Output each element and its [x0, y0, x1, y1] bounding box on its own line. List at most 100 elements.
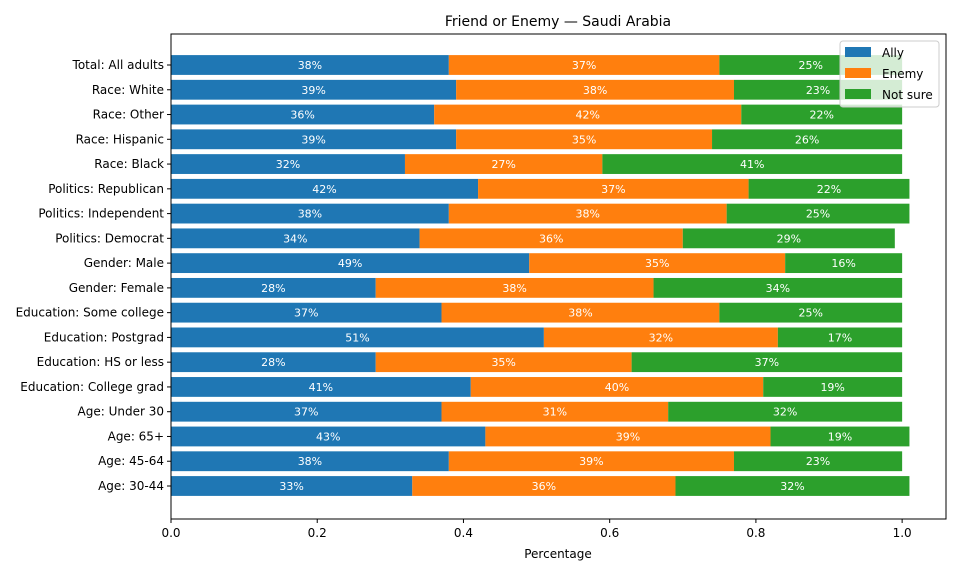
data-label: 34%	[766, 282, 790, 295]
data-label: 37%	[294, 307, 318, 320]
bar-enemy	[485, 426, 771, 447]
data-label: 34%	[283, 232, 307, 245]
legend-swatch	[845, 89, 871, 99]
chart-title: Friend or Enemy — Saudi Arabia	[445, 14, 671, 30]
bar-ally	[171, 426, 486, 447]
data-label: 37%	[755, 356, 779, 369]
data-label: 41%	[309, 381, 333, 394]
bar-not-sure	[733, 451, 903, 472]
data-label: 39%	[616, 430, 640, 443]
data-label: 32%	[773, 406, 797, 419]
bar-not-sure	[668, 401, 903, 422]
bar-enemy	[434, 104, 742, 125]
bar-enemy	[412, 476, 676, 496]
data-label: 36%	[290, 109, 314, 122]
bar-enemy	[404, 154, 603, 174]
bar-enemy	[448, 55, 720, 75]
x-tick-label: 0.2	[308, 526, 327, 540]
data-label: 35%	[572, 133, 596, 146]
legend-label: Ally	[882, 46, 904, 60]
y-tick-label: Politics: Republican	[48, 182, 164, 196]
data-label: 36%	[539, 232, 563, 245]
y-tick-label: Age: 45-64	[98, 454, 164, 468]
bar-ally	[171, 327, 544, 348]
bar-not-sure	[675, 476, 910, 496]
bar-enemy	[419, 228, 683, 249]
bar-not-sure	[726, 203, 910, 224]
bar-not-sure	[763, 377, 903, 397]
y-tick-label: Politics: Independent	[38, 207, 164, 221]
y-tick-label: Gender: Male	[84, 256, 164, 270]
legend-label: Not sure	[882, 88, 933, 102]
y-tick-label: Total: All adults	[72, 58, 164, 72]
bar-not-sure	[682, 228, 895, 249]
y-tick-label: Gender: Female	[69, 281, 164, 295]
x-axis-label: Percentage	[524, 547, 592, 561]
data-label: 28%	[261, 282, 285, 295]
bar-not-sure	[631, 352, 903, 373]
data-label: 26%	[795, 133, 819, 146]
data-label: 31%	[543, 406, 567, 419]
bar-enemy	[448, 451, 734, 472]
y-tick-label: Education: HS or less	[37, 355, 164, 369]
y-tick-label: Politics: Democrat	[55, 231, 164, 245]
bar-enemy	[375, 352, 632, 373]
y-tick-label: Race: Black	[94, 157, 164, 171]
data-label: 37%	[294, 406, 318, 419]
data-label: 19%	[828, 430, 852, 443]
bar-ally	[171, 178, 479, 199]
bar-enemy	[478, 178, 749, 199]
bar-not-sure	[719, 302, 903, 323]
data-label: 25%	[799, 307, 823, 320]
bar-ally	[171, 154, 405, 174]
data-label: 35%	[645, 257, 669, 270]
x-tick-label: 1.0	[893, 526, 912, 540]
bar-ally	[171, 352, 376, 373]
bar-ally	[171, 277, 376, 298]
bar-ally	[171, 79, 457, 100]
y-tick-label: Education: Postgrad	[44, 330, 164, 344]
bar-not-sure	[785, 253, 903, 274]
data-label: 16%	[831, 257, 855, 270]
x-tick-label: 0.8	[746, 526, 765, 540]
y-tick-label: Age: Under 30	[78, 405, 164, 419]
data-label: 32%	[276, 158, 300, 171]
data-label: 19%	[820, 381, 844, 394]
bar-ally	[171, 476, 413, 496]
x-tick-label: 0.0	[161, 526, 180, 540]
data-label: 39%	[301, 133, 325, 146]
data-label: 23%	[806, 455, 830, 468]
data-label: 43%	[316, 430, 340, 443]
data-label: 39%	[301, 84, 325, 97]
bar-ally	[171, 377, 471, 397]
x-tick-label: 0.6	[600, 526, 619, 540]
data-label: 38%	[298, 208, 322, 221]
data-label: 49%	[338, 257, 362, 270]
data-label: 38%	[298, 455, 322, 468]
bar-not-sure	[777, 327, 903, 348]
y-tick-label: Race: Hispanic	[76, 132, 164, 146]
bar-enemy	[543, 327, 778, 348]
data-label: 36%	[532, 480, 556, 493]
data-label: 39%	[579, 455, 603, 468]
bar-ally	[171, 401, 442, 422]
bar-ally	[171, 203, 449, 224]
bar-not-sure	[602, 154, 903, 174]
legend-swatch	[845, 68, 871, 78]
data-label: 33%	[279, 480, 303, 493]
data-label: 22%	[817, 183, 841, 196]
data-label: 37%	[601, 183, 625, 196]
bar-not-sure	[748, 178, 910, 199]
bar-ally	[171, 129, 457, 150]
bar-enemy	[456, 79, 734, 100]
data-label: 37%	[572, 59, 596, 72]
y-tick-label: Education: Some college	[16, 306, 164, 320]
bar-ally	[171, 228, 420, 249]
plot-frame	[170, 33, 947, 520]
data-label: 40%	[605, 381, 629, 394]
data-label: 41%	[740, 158, 764, 171]
bar-not-sure	[653, 277, 903, 298]
data-label: 32%	[649, 331, 673, 344]
data-label: 51%	[345, 331, 369, 344]
